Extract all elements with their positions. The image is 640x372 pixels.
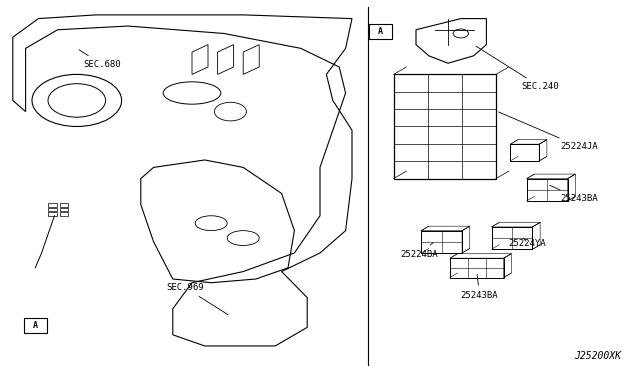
- Bar: [492, 227, 532, 249]
- Text: SEC.240: SEC.240: [476, 46, 559, 91]
- Bar: [48, 208, 57, 211]
- Bar: [60, 212, 68, 216]
- Text: SEC.680: SEC.680: [79, 50, 121, 69]
- Text: SEC.969: SEC.969: [166, 283, 228, 315]
- Bar: [394, 74, 496, 179]
- Bar: [48, 212, 57, 216]
- Text: 25243BA: 25243BA: [550, 185, 598, 203]
- Bar: [48, 203, 57, 207]
- Bar: [60, 203, 68, 207]
- Bar: [60, 208, 68, 211]
- Bar: [369, 24, 392, 39]
- Bar: [527, 179, 568, 201]
- Text: A: A: [378, 27, 383, 36]
- Text: J25200XK: J25200XK: [574, 351, 621, 361]
- Bar: [450, 258, 504, 278]
- Text: 25224YA: 25224YA: [509, 238, 547, 247]
- Text: 25224JA: 25224JA: [499, 112, 598, 151]
- Text: 25224BA: 25224BA: [400, 243, 438, 259]
- Bar: [511, 144, 540, 161]
- Bar: [421, 231, 462, 253]
- Text: A: A: [33, 321, 38, 330]
- Bar: [24, 318, 47, 333]
- Text: 25243BA: 25243BA: [461, 274, 499, 299]
